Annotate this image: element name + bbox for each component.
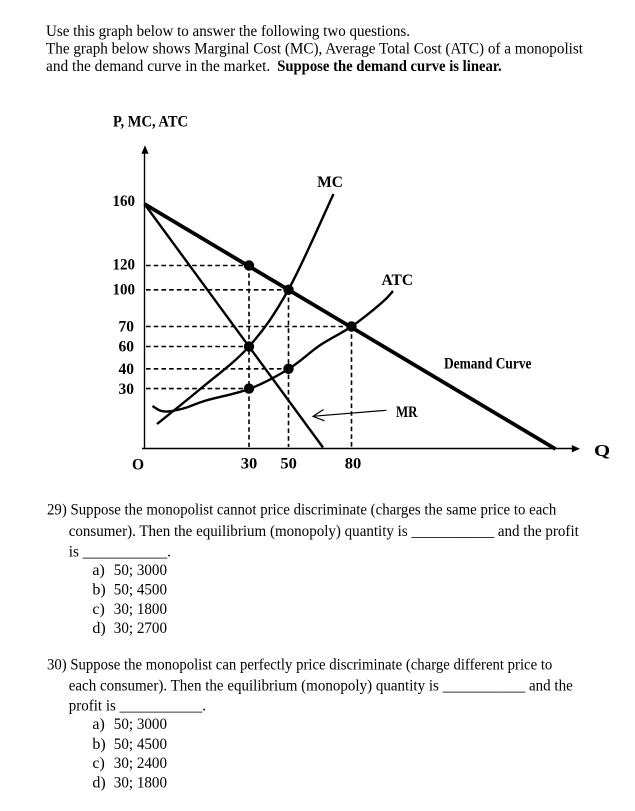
svg-text:The graph below shows Marginal: The graph below shows Marginal Cost (MC)… bbox=[46, 40, 584, 57]
svg-text:30) Suppose the monopolist can: 30) Suppose the monopolist can perfectly… bbox=[47, 657, 552, 674]
svg-text:30; 2400: 30; 2400 bbox=[114, 755, 167, 772]
svg-text:Demand Curve: Demand Curve bbox=[444, 356, 532, 373]
svg-text:30: 30 bbox=[119, 381, 135, 398]
svg-text:c): c) bbox=[92, 755, 104, 772]
svg-text:c): c) bbox=[92, 601, 104, 618]
svg-text:d): d) bbox=[92, 620, 105, 637]
svg-text:60: 60 bbox=[119, 339, 135, 356]
svg-text:consumer). Then the equilibriu: consumer). Then the equilibrium (monopol… bbox=[69, 523, 580, 540]
svg-text:profit is ___________.: profit is ___________. bbox=[69, 698, 206, 715]
svg-text:50; 3000: 50; 3000 bbox=[114, 562, 167, 579]
svg-text:P, MC, ATC: P, MC, ATC bbox=[113, 114, 188, 131]
svg-text:d): d) bbox=[92, 774, 105, 791]
svg-text:40: 40 bbox=[119, 361, 135, 378]
svg-text:100: 100 bbox=[113, 282, 136, 299]
svg-text:O: O bbox=[132, 457, 144, 474]
svg-text:50; 4500: 50; 4500 bbox=[114, 582, 167, 599]
svg-text:b): b) bbox=[92, 736, 105, 753]
svg-text:Suppose the demand curve is li: Suppose the demand curve is linear. bbox=[277, 58, 502, 75]
svg-text:50; 3000: 50; 3000 bbox=[114, 716, 167, 733]
svg-text:Q: Q bbox=[594, 442, 610, 461]
svg-text:is ___________.: is ___________. bbox=[69, 544, 171, 561]
svg-text:MR: MR bbox=[396, 404, 418, 421]
svg-text:50: 50 bbox=[280, 456, 297, 473]
svg-text:30: 30 bbox=[241, 456, 258, 473]
svg-text:MC: MC bbox=[317, 174, 343, 191]
svg-text:each consumer). Then the equil: each consumer). Then the equilibrium (mo… bbox=[69, 678, 573, 695]
svg-text:30; 1800: 30; 1800 bbox=[114, 601, 167, 618]
svg-text:29) Suppose the monopolist can: 29) Suppose the monopolist cannot price … bbox=[47, 502, 556, 519]
svg-text:30; 2700: 30; 2700 bbox=[114, 620, 167, 637]
svg-text:30; 1800: 30; 1800 bbox=[114, 774, 167, 791]
svg-text:a): a) bbox=[92, 716, 104, 733]
svg-text:and the demand curve in the ma: and the demand curve in the market. bbox=[46, 58, 270, 75]
svg-text:120: 120 bbox=[113, 257, 136, 274]
svg-text:Use this graph below to answer: Use this graph below to answer the follo… bbox=[46, 23, 410, 40]
svg-text:70: 70 bbox=[119, 319, 135, 336]
svg-text:50; 4500: 50; 4500 bbox=[114, 736, 167, 753]
svg-text:b): b) bbox=[92, 582, 105, 599]
svg-text:ATC: ATC bbox=[382, 272, 414, 289]
svg-text:a): a) bbox=[92, 562, 104, 579]
svg-text:160: 160 bbox=[113, 193, 136, 210]
svg-text:80: 80 bbox=[345, 456, 362, 473]
